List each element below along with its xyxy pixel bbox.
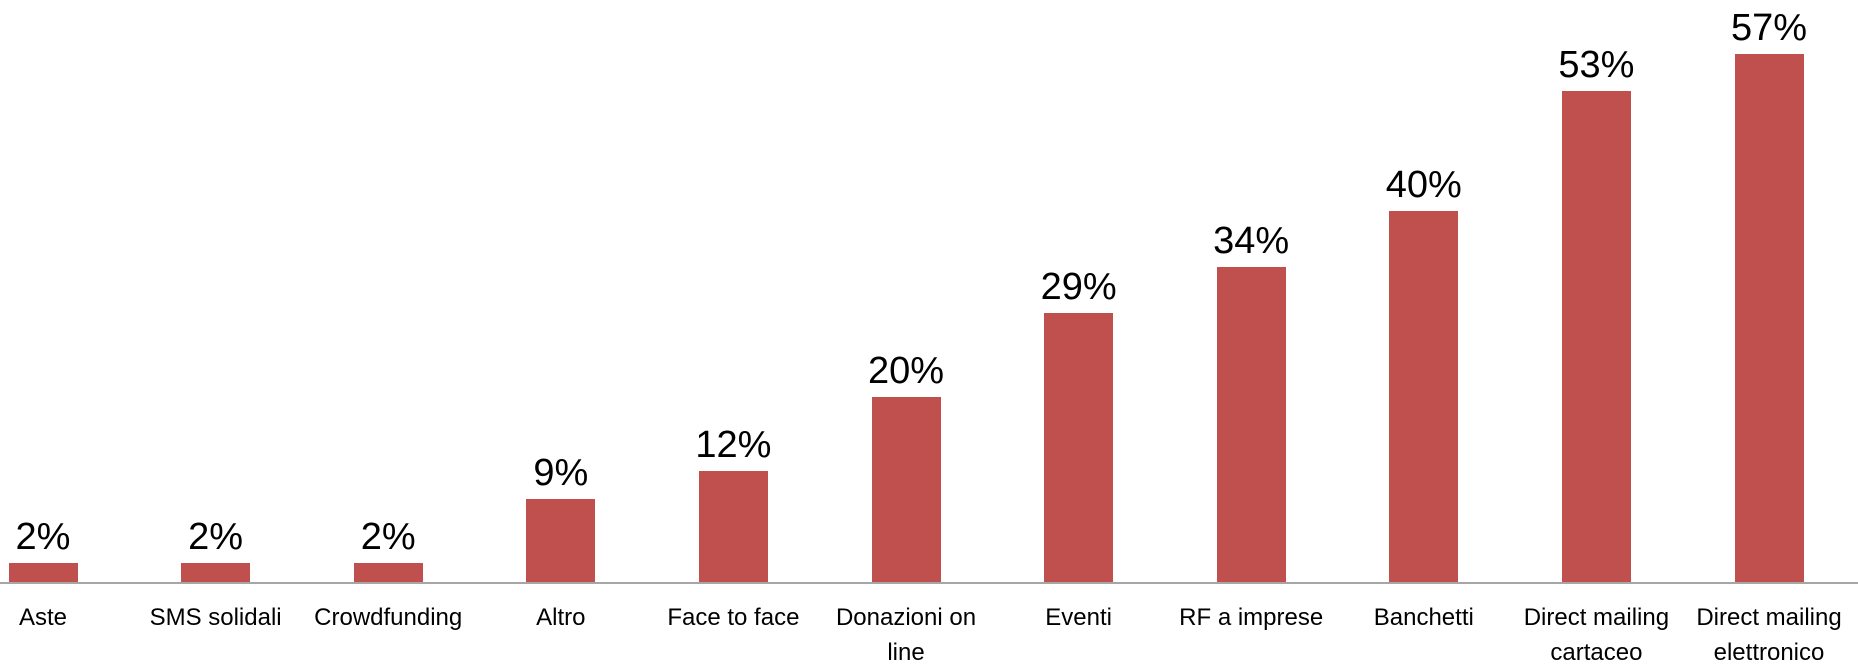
bar: [8, 563, 78, 582]
data-label: 2%: [188, 516, 244, 559]
x-tick-label: Eventi: [1045, 604, 1112, 631]
x-tick-label: Donazioni on line: [835, 604, 977, 666]
bar: [1389, 211, 1459, 582]
x-tick-label: Altro: [536, 604, 586, 631]
x-tick-label: Crowdfunding: [314, 604, 463, 631]
data-label: 53%: [1558, 43, 1635, 86]
x-tick-label: SMS solidali: [149, 604, 282, 631]
data-label: 40%: [1385, 164, 1462, 207]
bar: [698, 470, 768, 582]
data-label: 9%: [533, 451, 589, 494]
x-axis-line: [0, 582, 1858, 584]
bar: [871, 396, 941, 582]
bar: [181, 563, 251, 582]
bar: [353, 563, 423, 582]
bar: [1734, 53, 1804, 582]
x-tick-label: RF a imprese: [1179, 604, 1324, 631]
x-tick-label: Banchetti: [1373, 604, 1474, 631]
data-label: 2%: [360, 516, 416, 559]
bar: [1216, 266, 1286, 582]
data-label: 29%: [1040, 266, 1117, 309]
x-tick-label: Aste: [18, 604, 68, 631]
data-label: 2%: [15, 516, 71, 559]
data-label: 34%: [1213, 219, 1290, 262]
x-tick-label: Direct mailing elettronico: [1696, 604, 1842, 666]
bar: [1561, 90, 1631, 582]
bar: [526, 498, 596, 582]
bar: [1044, 313, 1114, 582]
data-label: 20%: [867, 349, 945, 392]
x-tick-label: Face to face: [667, 604, 800, 631]
data-label: 57%: [1730, 6, 1808, 49]
x-tick-label: Direct mailing cartaceo: [1523, 604, 1670, 666]
data-label: 12%: [695, 423, 772, 466]
